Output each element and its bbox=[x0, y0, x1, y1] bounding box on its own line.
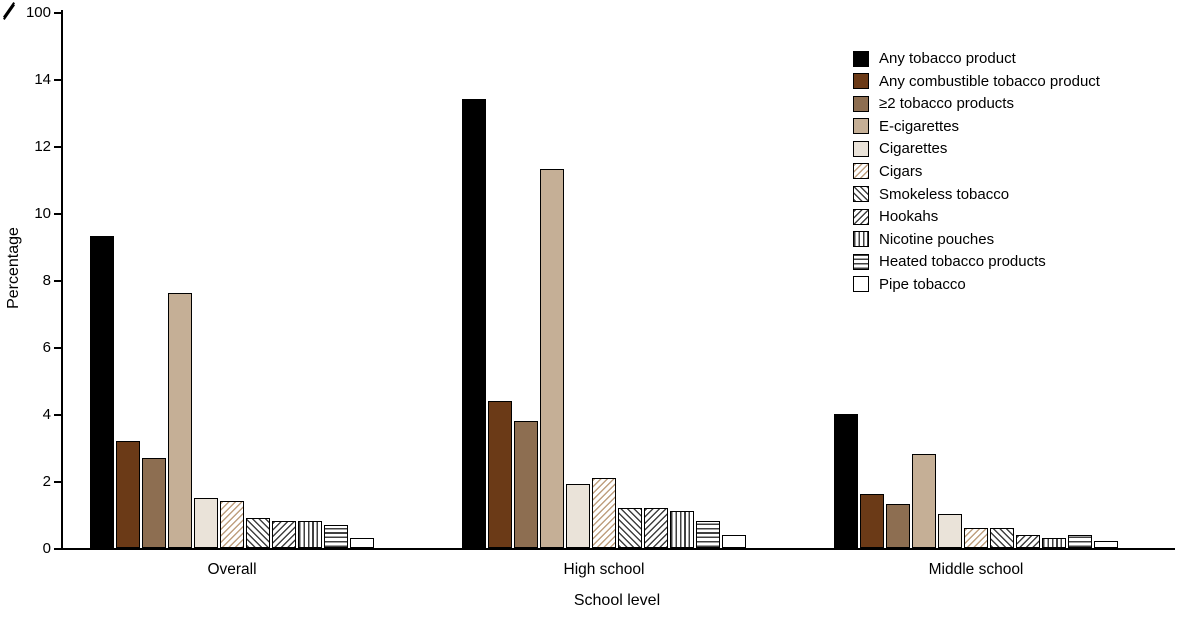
y-tick bbox=[54, 347, 62, 349]
legend-label: Any tobacco product bbox=[879, 50, 1016, 67]
bar bbox=[912, 454, 936, 548]
bar bbox=[592, 478, 616, 548]
bar bbox=[1042, 538, 1066, 548]
y-tick bbox=[54, 414, 62, 416]
bar bbox=[1016, 535, 1040, 548]
x-category-label: Middle school bbox=[928, 561, 1024, 578]
y-tick-label: 4 bbox=[42, 406, 51, 423]
legend-item: Pipe tobacco bbox=[853, 276, 1100, 293]
legend-swatch bbox=[853, 50, 869, 67]
bar bbox=[834, 414, 858, 548]
bar bbox=[462, 99, 486, 548]
legend-item: Hookahs bbox=[853, 208, 1100, 225]
bar bbox=[116, 441, 140, 548]
bar bbox=[860, 494, 884, 548]
bar bbox=[142, 458, 166, 548]
bar bbox=[90, 236, 114, 548]
legend-label: Smokeless tobacco bbox=[879, 185, 1010, 203]
bar bbox=[194, 498, 218, 548]
y-axis-break-gap bbox=[0, 0, 8, 9]
bar bbox=[938, 514, 962, 548]
bar bbox=[246, 518, 270, 548]
y-tick-label: 100 bbox=[25, 4, 51, 21]
y-tick-label: 2 bbox=[42, 473, 51, 490]
bar bbox=[298, 521, 322, 548]
legend-swatch bbox=[853, 95, 869, 112]
bar bbox=[350, 538, 374, 548]
bar bbox=[566, 484, 590, 548]
legend-label: ≥2 tobacco products bbox=[879, 95, 1014, 113]
y-tick-label: 6 bbox=[42, 339, 51, 356]
y-tick-label: 14 bbox=[34, 71, 51, 88]
bar bbox=[696, 521, 720, 548]
legend-swatch bbox=[853, 186, 869, 203]
legend-item: Any combustible tobacco product bbox=[853, 73, 1100, 90]
legend-label: E-cigarettes bbox=[879, 117, 960, 135]
legend-swatch bbox=[853, 140, 869, 157]
y-tick bbox=[54, 280, 62, 282]
y-axis bbox=[61, 10, 63, 548]
legend-label: Cigars bbox=[879, 162, 923, 180]
bar bbox=[644, 508, 668, 548]
legend-swatch bbox=[853, 163, 869, 180]
legend-label: Pipe tobacco bbox=[879, 275, 966, 293]
bar bbox=[722, 535, 746, 548]
y-tick bbox=[54, 146, 62, 148]
y-tick bbox=[54, 213, 62, 215]
bar bbox=[220, 501, 244, 548]
bar bbox=[886, 504, 910, 548]
legend-item: Any tobacco product bbox=[853, 50, 1100, 67]
legend-item: Cigars bbox=[853, 163, 1100, 180]
legend-item: Cigarettes bbox=[853, 140, 1100, 157]
legend-label: Nicotine pouches bbox=[879, 230, 995, 248]
legend-swatch bbox=[853, 118, 869, 135]
legend: Any tobacco product Any combustible tobac… bbox=[853, 50, 1100, 299]
y-tick-label: 10 bbox=[34, 205, 51, 222]
y-tick bbox=[54, 481, 62, 483]
x-axis-title: School level bbox=[573, 592, 661, 609]
legend-label: Cigarettes bbox=[879, 140, 948, 158]
legend-swatch bbox=[853, 208, 869, 225]
legend-swatch bbox=[853, 276, 869, 293]
bar bbox=[670, 511, 694, 548]
y-tick-label: 8 bbox=[42, 272, 51, 289]
y-tick-label: 0 bbox=[42, 540, 51, 557]
y-tick-label: 12 bbox=[34, 138, 51, 155]
y-tick bbox=[54, 548, 62, 550]
legend-swatch bbox=[853, 231, 869, 248]
x-category-label: Overall bbox=[207, 561, 257, 578]
legend-label: Hookahs bbox=[879, 208, 939, 226]
bar bbox=[324, 525, 348, 548]
bar bbox=[964, 528, 988, 548]
bar bbox=[618, 508, 642, 548]
legend-item: E-cigarettes bbox=[853, 118, 1100, 135]
legend-label: Heated tobacco products bbox=[879, 253, 1046, 271]
x-axis bbox=[61, 548, 1175, 550]
x-category-label: High school bbox=[563, 561, 645, 578]
legend-item: Smokeless tobacco bbox=[853, 186, 1100, 203]
y-tick bbox=[54, 12, 62, 14]
legend-item: Nicotine pouches bbox=[853, 231, 1100, 248]
bar bbox=[168, 293, 192, 548]
bar bbox=[1094, 541, 1118, 548]
bar bbox=[990, 528, 1014, 548]
legend-label: Any combustible tobacco product bbox=[879, 72, 1100, 90]
bar bbox=[488, 401, 512, 548]
legend-swatch bbox=[853, 253, 869, 270]
legend-swatch bbox=[853, 73, 869, 90]
y-tick bbox=[54, 79, 62, 81]
legend-item: ≥2 tobacco products bbox=[853, 95, 1100, 112]
bar bbox=[540, 169, 564, 548]
bar bbox=[272, 521, 296, 548]
bar bbox=[1068, 535, 1092, 548]
legend-item: Heated tobacco products bbox=[853, 253, 1100, 270]
bar bbox=[514, 421, 538, 548]
